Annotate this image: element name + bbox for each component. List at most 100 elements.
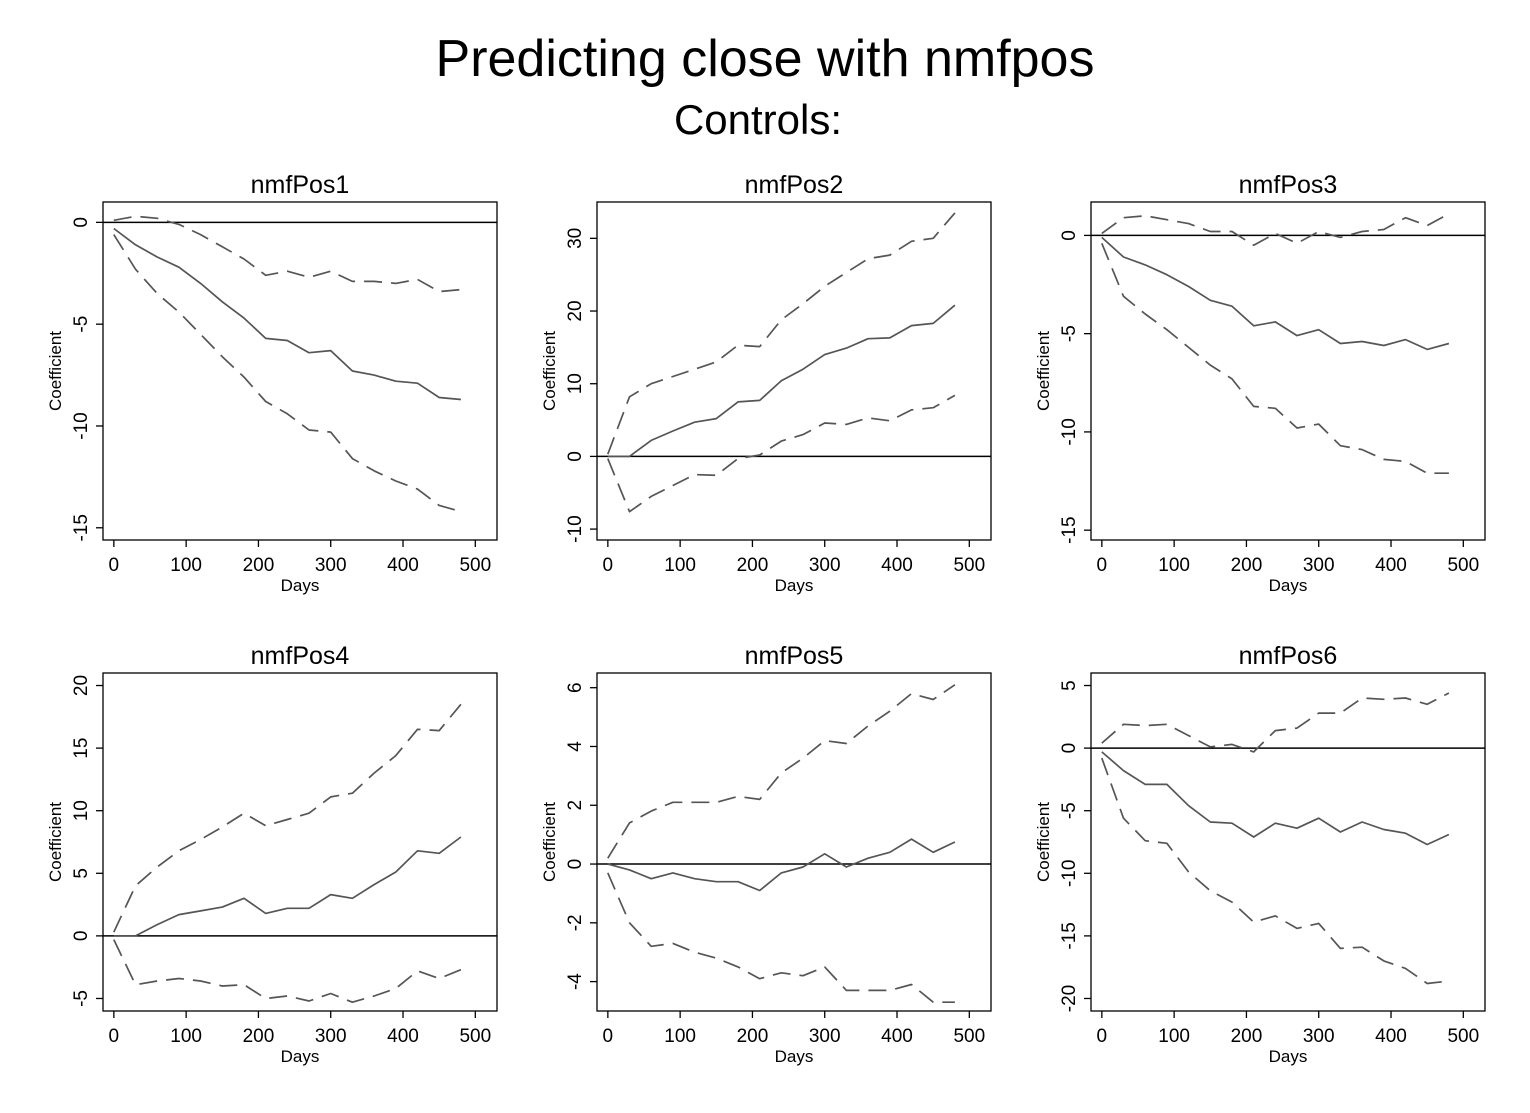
x-axis-label: Days bbox=[775, 1047, 814, 1066]
panel-title: nmfPos3 bbox=[1239, 171, 1338, 199]
coefficient-line bbox=[1101, 751, 1450, 846]
y-tick-label: 5 bbox=[71, 868, 92, 879]
confidence-bound-line bbox=[113, 939, 462, 1004]
x-tick-label: 200 bbox=[1231, 1026, 1263, 1047]
y-tick-label: -10 bbox=[1059, 418, 1080, 445]
panel-title: nmfPos1 bbox=[251, 171, 350, 199]
plot-frame bbox=[596, 672, 992, 1012]
y-axis-label: Coefficient bbox=[46, 331, 65, 411]
x-axis-label: Days bbox=[281, 1047, 320, 1066]
y-tick-label: -10 bbox=[71, 412, 92, 439]
y-tick-label: 6 bbox=[565, 682, 586, 693]
y-tick-label: -20 bbox=[1059, 985, 1080, 1012]
y-axis-label: Coefficient bbox=[1034, 802, 1053, 882]
y-tick-label: 4 bbox=[565, 741, 586, 752]
y-tick-label: -5 bbox=[1059, 325, 1080, 342]
x-tick-label: 100 bbox=[664, 1026, 696, 1047]
plot-frame bbox=[102, 201, 498, 541]
coefficient-line bbox=[1101, 236, 1450, 351]
y-tick-label: 30 bbox=[565, 228, 586, 249]
x-axis-label: Days bbox=[281, 576, 320, 595]
panel-title: nmfPos2 bbox=[745, 171, 844, 199]
x-tick-label: 400 bbox=[387, 1026, 419, 1047]
x-tick-label: 400 bbox=[881, 555, 913, 576]
y-tick-label: 20 bbox=[565, 300, 586, 321]
y-tick-label: -5 bbox=[71, 990, 92, 1007]
x-tick-label: 400 bbox=[1375, 555, 1407, 576]
x-tick-label: 0 bbox=[1097, 1026, 1108, 1047]
confidence-bound-line bbox=[607, 872, 955, 1004]
coefficient-line bbox=[607, 838, 956, 892]
y-tick-label: 0 bbox=[71, 217, 92, 228]
x-tick-label: 500 bbox=[459, 1026, 491, 1047]
x-tick-label: 100 bbox=[170, 1026, 202, 1047]
figure-title: Predicting close with nmfpos bbox=[436, 30, 1095, 88]
y-tick-label: 20 bbox=[71, 675, 92, 696]
confidence-bound-line bbox=[113, 215, 461, 293]
x-tick-label: 200 bbox=[243, 1026, 275, 1047]
x-tick-label: 0 bbox=[603, 1026, 614, 1047]
x-tick-label: 200 bbox=[1231, 555, 1263, 576]
confidence-bound-line bbox=[1101, 692, 1450, 753]
y-tick-label: 10 bbox=[565, 373, 586, 394]
x-tick-label: 300 bbox=[315, 1026, 347, 1047]
x-tick-label: 400 bbox=[881, 1026, 913, 1047]
x-tick-label: 500 bbox=[1447, 555, 1479, 576]
x-tick-label: 100 bbox=[1158, 1026, 1190, 1047]
confidence-bound-line bbox=[113, 234, 462, 513]
x-tick-label: 500 bbox=[953, 555, 985, 576]
x-tick-label: 500 bbox=[953, 1026, 985, 1047]
y-axis-label: Coefficient bbox=[540, 802, 559, 882]
panel-title: nmfPos4 bbox=[251, 642, 350, 670]
y-tick-label: -15 bbox=[1059, 922, 1080, 949]
figure-subtitle: Controls: bbox=[674, 96, 842, 143]
chart-panel-4: nmfPos4 0 100 200 300 400 500 20 15 10 5 0 -5 Days Coe… bbox=[46, 642, 498, 1066]
y-axis-label: Coefficient bbox=[46, 802, 65, 882]
x-tick-label: 300 bbox=[1303, 1026, 1335, 1047]
y-tick-label: 5 bbox=[1059, 680, 1080, 691]
x-tick-label: 0 bbox=[109, 555, 120, 576]
y-tick-label: -5 bbox=[1059, 802, 1080, 819]
y-tick-label: -5 bbox=[71, 316, 92, 333]
x-tick-label: 200 bbox=[243, 555, 275, 576]
confidence-bound-line bbox=[1101, 757, 1449, 985]
x-tick-label: 300 bbox=[809, 1026, 841, 1047]
x-tick-label: 300 bbox=[315, 555, 347, 576]
x-tick-label: 100 bbox=[170, 555, 202, 576]
x-tick-label: 0 bbox=[603, 555, 614, 576]
plot-frame bbox=[102, 672, 498, 1012]
panel-title: nmfPos5 bbox=[745, 642, 844, 670]
y-tick-label: 0 bbox=[71, 931, 92, 942]
x-tick-label: 300 bbox=[809, 555, 841, 576]
coefficient-line bbox=[607, 304, 956, 458]
confidence-bound-line bbox=[607, 394, 956, 513]
y-tick-label: -15 bbox=[71, 514, 92, 541]
confidence-bound-line bbox=[113, 703, 462, 933]
coefficient-line bbox=[113, 227, 461, 401]
y-tick-label: -4 bbox=[565, 973, 586, 990]
confidence-bound-line bbox=[607, 684, 956, 859]
x-tick-label: 500 bbox=[459, 555, 491, 576]
x-axis-label: Days bbox=[775, 576, 814, 595]
confidence-bound-line bbox=[1101, 213, 1450, 247]
x-tick-label: 0 bbox=[109, 1026, 120, 1047]
y-tick-label: -10 bbox=[565, 515, 586, 542]
x-tick-label: 100 bbox=[1158, 555, 1190, 576]
chart-panel-1: nmfPos1 0 100 200 300 400 500 0 -5 -10 -15 Days Coef… bbox=[46, 171, 498, 595]
confidence-bound-line bbox=[1101, 242, 1449, 475]
x-tick-label: 400 bbox=[1375, 1026, 1407, 1047]
panel-title: nmfPos6 bbox=[1239, 642, 1338, 670]
y-tick-label: 0 bbox=[1059, 230, 1080, 241]
y-tick-label: 0 bbox=[565, 859, 586, 870]
y-tick-label: 15 bbox=[71, 738, 92, 759]
y-tick-label: -15 bbox=[1059, 516, 1080, 543]
x-tick-label: 0 bbox=[1097, 555, 1108, 576]
x-axis-label: Days bbox=[1269, 1047, 1308, 1066]
y-tick-label: -10 bbox=[1059, 860, 1080, 887]
y-tick-label: -2 bbox=[565, 914, 586, 931]
x-tick-label: 100 bbox=[664, 555, 696, 576]
y-tick-label: 10 bbox=[71, 800, 92, 821]
